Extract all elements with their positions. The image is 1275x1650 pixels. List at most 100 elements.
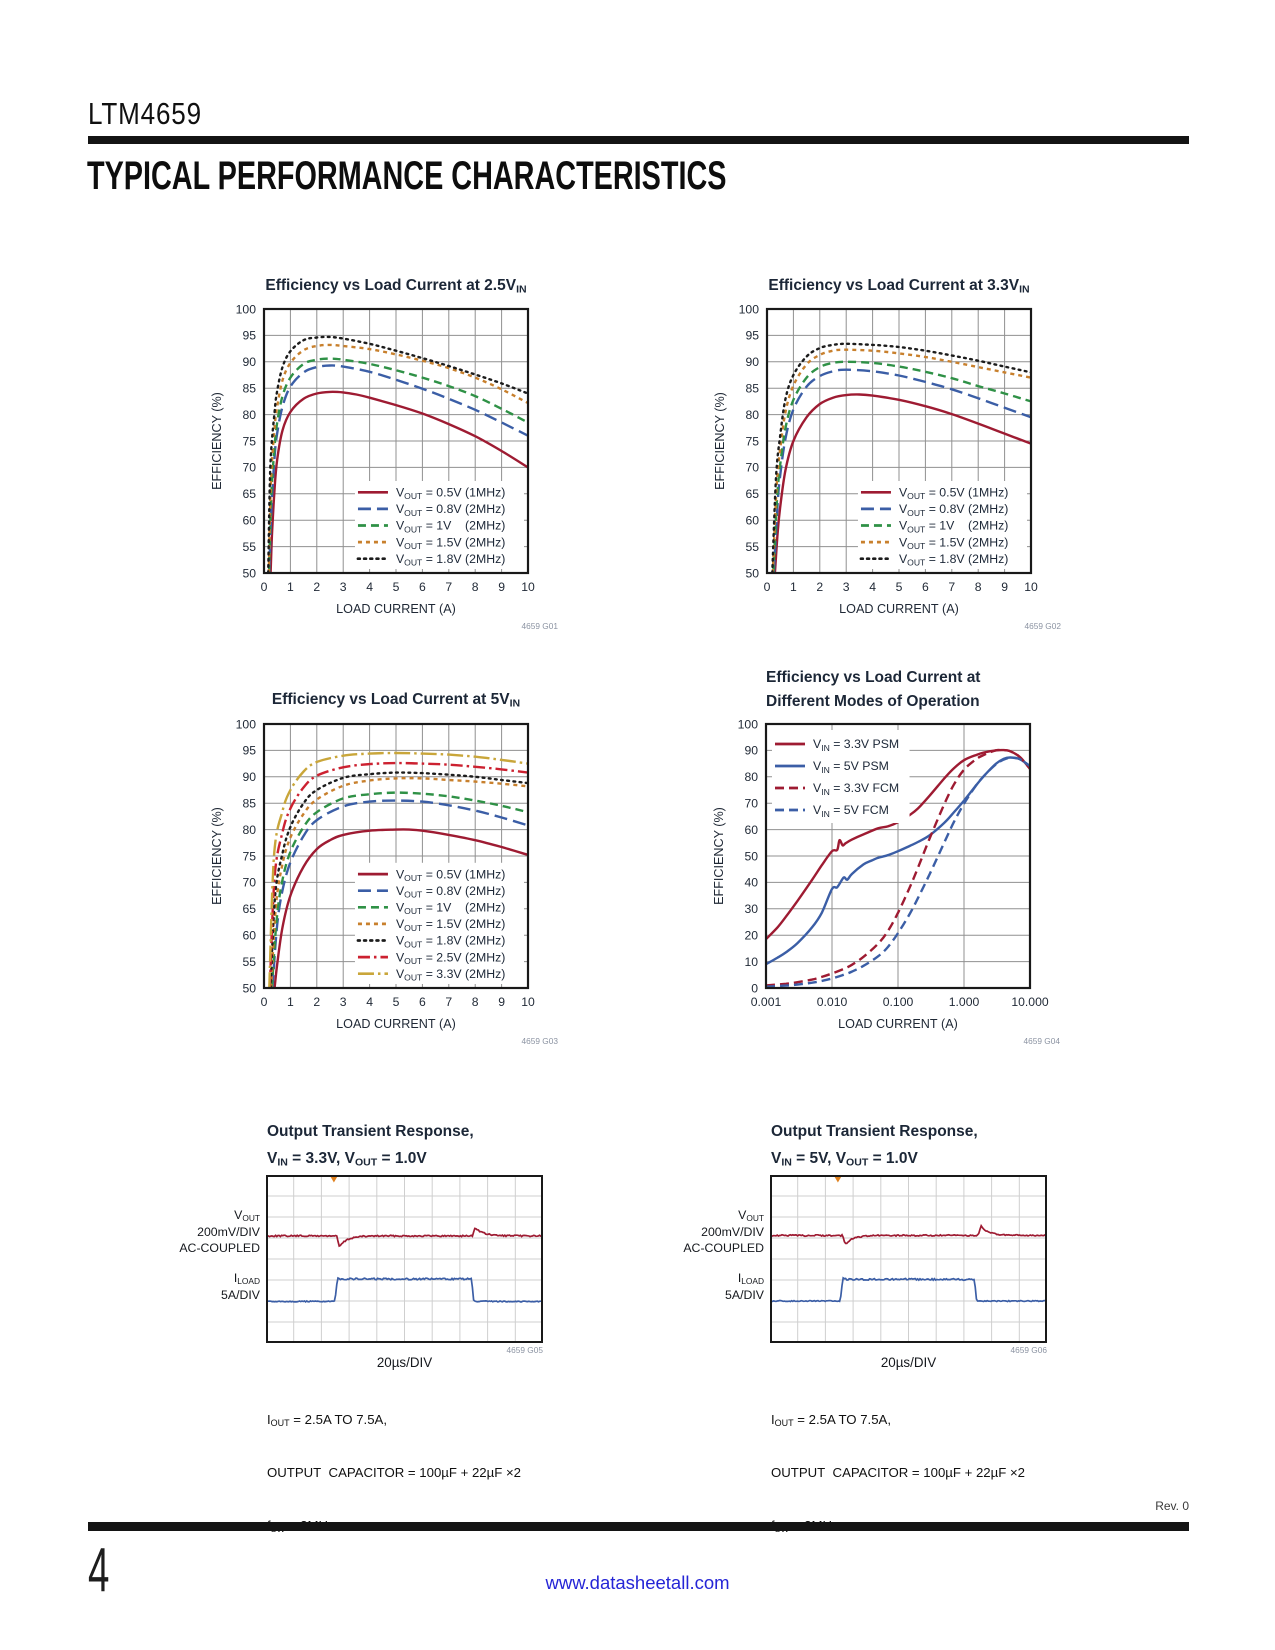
svg-text:2: 2 bbox=[816, 580, 823, 594]
datasheet-link[interactable]: www.datasheetall.com bbox=[545, 1572, 730, 1593]
svg-text:LOAD CURRENT (A): LOAD CURRENT (A) bbox=[336, 602, 456, 616]
svg-text:6: 6 bbox=[419, 580, 426, 594]
conditions-caption-g06: IOUT = 2.5A TO 7.5A, OUTPUT CAPACITOR = … bbox=[771, 1412, 1025, 1533]
svg-text:3: 3 bbox=[843, 580, 850, 594]
svg-text:20: 20 bbox=[744, 929, 758, 943]
svg-text:10: 10 bbox=[521, 995, 535, 1009]
svg-text:9: 9 bbox=[498, 995, 505, 1009]
svg-text:4: 4 bbox=[869, 580, 876, 594]
svg-text:4: 4 bbox=[366, 580, 373, 594]
svg-text:1: 1 bbox=[790, 580, 797, 594]
svg-text:70: 70 bbox=[744, 797, 758, 811]
page-number: 4 bbox=[88, 1536, 110, 1605]
scope-g05 bbox=[266, 1175, 543, 1343]
header-rule bbox=[88, 136, 1189, 144]
svg-text:0.001: 0.001 bbox=[751, 995, 782, 1009]
svg-text:50: 50 bbox=[744, 849, 758, 863]
svg-text:VOUT = 1V (2MHz): VOUT = 1V (2MHz) bbox=[899, 519, 1008, 535]
svg-text:100: 100 bbox=[236, 717, 257, 731]
svg-text:55: 55 bbox=[242, 540, 256, 554]
svg-text:30: 30 bbox=[744, 902, 758, 916]
revision-label: Rev. 0 bbox=[1155, 1499, 1189, 1513]
svg-text:65: 65 bbox=[745, 487, 759, 501]
chart-canvas: VOUT = 0.5V (1MHz)VOUT = 0.8V (2MHz)VOUT… bbox=[210, 302, 558, 631]
svg-text:EFFICIENCY (%): EFFICIENCY (%) bbox=[712, 807, 726, 905]
svg-text:10: 10 bbox=[521, 580, 535, 594]
svg-text:80: 80 bbox=[745, 408, 759, 422]
svg-text:VOUT = 1V (2MHz): VOUT = 1V (2MHz) bbox=[396, 519, 505, 535]
svg-text:95: 95 bbox=[242, 329, 256, 343]
section-title: TYPICAL PERFORMANCE CHARACTERISTICS bbox=[87, 154, 727, 198]
svg-text:6: 6 bbox=[922, 580, 929, 594]
svg-text:50: 50 bbox=[242, 981, 256, 995]
svg-text:2: 2 bbox=[313, 995, 320, 1009]
scope-canvas bbox=[266, 1175, 543, 1343]
iload-trace-label: ILOAD 5A/DIV bbox=[725, 1271, 764, 1302]
svg-text:0: 0 bbox=[764, 580, 771, 594]
conditions-caption-g05: IOUT = 2.5A TO 7.5A, OUTPUT CAPACITOR = … bbox=[267, 1412, 521, 1533]
svg-text:75: 75 bbox=[242, 849, 256, 863]
svg-text:7: 7 bbox=[445, 580, 452, 594]
svg-text:50: 50 bbox=[745, 566, 759, 580]
chart-id-g06: 4659 G06 bbox=[1010, 1345, 1047, 1355]
svg-text:95: 95 bbox=[242, 744, 256, 758]
svg-text:85: 85 bbox=[242, 797, 256, 811]
svg-text:85: 85 bbox=[242, 382, 256, 396]
svg-text:LOAD CURRENT (A): LOAD CURRENT (A) bbox=[838, 1017, 958, 1031]
svg-text:65: 65 bbox=[242, 902, 256, 916]
chart-canvas: VOUT = 0.5V (1MHz)VOUT = 0.8V (2MHz)VOUT… bbox=[713, 302, 1061, 631]
svg-text:60: 60 bbox=[242, 514, 256, 528]
svg-text:3: 3 bbox=[340, 580, 347, 594]
chart-title-g06: Output Transient Response, VIN = 5V, VOU… bbox=[771, 1123, 978, 1169]
svg-text:VOUT = 1V (2MHz): VOUT = 1V (2MHz) bbox=[396, 901, 505, 917]
svg-text:VOUT = 0.5V (1MHz): VOUT = 0.5V (1MHz) bbox=[396, 486, 505, 502]
svg-text:60: 60 bbox=[744, 823, 758, 837]
svg-text:4: 4 bbox=[366, 995, 373, 1009]
svg-text:VOUT = 2.5V (2MHz): VOUT = 2.5V (2MHz) bbox=[396, 950, 505, 966]
svg-text:0: 0 bbox=[751, 981, 758, 995]
svg-text:9: 9 bbox=[1001, 580, 1008, 594]
svg-text:85: 85 bbox=[745, 382, 759, 396]
svg-text:0: 0 bbox=[261, 995, 268, 1009]
svg-text:3: 3 bbox=[340, 995, 347, 1009]
vout-trace-label: VOUT 200mV/DIV AC-COUPLED bbox=[683, 1208, 764, 1255]
svg-text:VIN = 5V FCM: VIN = 5V FCM bbox=[813, 803, 889, 819]
chart-g01: VOUT = 0.5V (1MHz) VOUT = 0.8V (2MHz) VOUT… bbox=[206, 301, 558, 635]
svg-text:65: 65 bbox=[242, 487, 256, 501]
svg-text:EFFICIENCY (%): EFFICIENCY (%) bbox=[713, 392, 727, 490]
svg-text:VIN = 3.3V FCM: VIN = 3.3V FCM bbox=[813, 781, 899, 797]
svg-text:LOAD CURRENT (A): LOAD CURRENT (A) bbox=[839, 602, 959, 616]
svg-text:80: 80 bbox=[744, 770, 758, 784]
svg-text:90: 90 bbox=[745, 355, 759, 369]
chart-title-g05: Output Transient Response, VIN = 3.3V, V… bbox=[267, 1123, 474, 1169]
chart-title-g02: Efficiency vs Load Current at 3.3VIN bbox=[768, 277, 1030, 296]
svg-text:50: 50 bbox=[242, 566, 256, 580]
chart-g03: VOUT = 0.5V (1MHz) VOUT = 0.8V (2MHz) VOUT… bbox=[206, 716, 558, 1050]
svg-text:VOUT = 0.8V (2MHz): VOUT = 0.8V (2MHz) bbox=[899, 502, 1008, 518]
svg-text:2: 2 bbox=[313, 580, 320, 594]
scope-canvas bbox=[770, 1175, 1047, 1343]
svg-text:10.000: 10.000 bbox=[1011, 995, 1048, 1009]
svg-text:80: 80 bbox=[242, 823, 256, 837]
time-per-div-g06: 20µs/DIV bbox=[880, 1355, 937, 1370]
svg-text:40: 40 bbox=[744, 876, 758, 890]
svg-text:4659 G02: 4659 G02 bbox=[1025, 621, 1062, 631]
svg-text:100: 100 bbox=[236, 302, 257, 316]
svg-text:90: 90 bbox=[242, 355, 256, 369]
svg-text:9: 9 bbox=[498, 580, 505, 594]
svg-text:8: 8 bbox=[472, 580, 479, 594]
chart-canvas: VIN = 3.3V PSM VIN = 5V PSM VIN = 3.3V FCM… bbox=[712, 717, 1060, 1046]
svg-text:4659 G04: 4659 G04 bbox=[1024, 1036, 1061, 1046]
chart-g02: VOUT = 0.5V (1MHz) VOUT = 0.8V (2MHz) VOUT… bbox=[709, 301, 1061, 635]
svg-text:4659 G03: 4659 G03 bbox=[522, 1036, 559, 1046]
svg-text:VOUT = 0.5V (1MHz): VOUT = 0.5V (1MHz) bbox=[899, 486, 1008, 502]
svg-text:VIN = 3.3V PSM: VIN = 3.3V PSM bbox=[813, 737, 899, 753]
footer-link: www.datasheetall.com bbox=[0, 1572, 1275, 1594]
scope-g06 bbox=[770, 1175, 1047, 1343]
svg-text:VOUT = 0.8V (2MHz): VOUT = 0.8V (2MHz) bbox=[396, 884, 505, 900]
svg-text:7: 7 bbox=[948, 580, 955, 594]
svg-text:75: 75 bbox=[242, 434, 256, 448]
svg-text:90: 90 bbox=[242, 770, 256, 784]
svg-text:1.000: 1.000 bbox=[949, 995, 980, 1009]
